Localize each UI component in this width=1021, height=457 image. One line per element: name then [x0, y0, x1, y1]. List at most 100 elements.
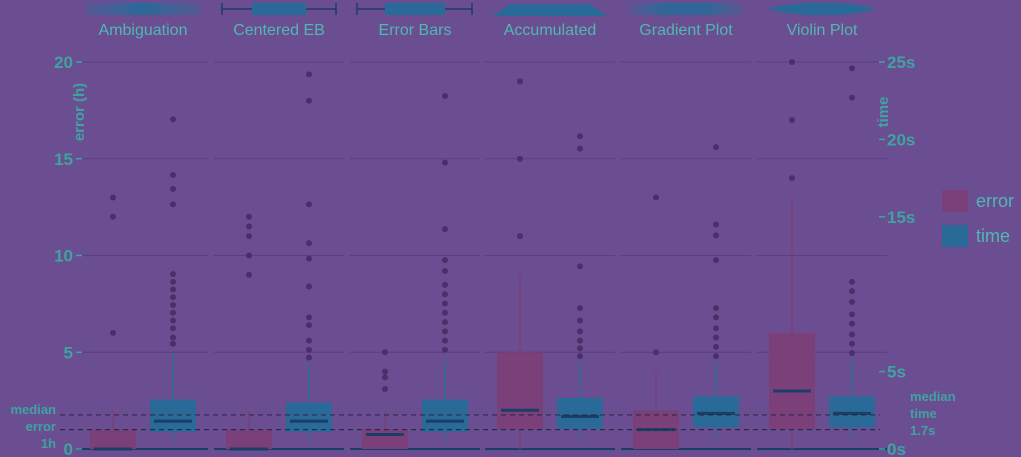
outlier-point [577, 345, 583, 352]
axes: 0 5 10 15 20 error (h) 0s 5s 15s 20s 25s time [54, 53, 915, 457]
icon-part [629, 3, 743, 15]
legend-swatch-error [942, 190, 968, 212]
outlier-point [170, 309, 176, 316]
outlier-point [170, 317, 176, 324]
box-iqr [769, 332, 815, 430]
outlier-point [577, 133, 583, 140]
outlier-point [849, 331, 855, 338]
right-tick-label: 15s [887, 208, 915, 227]
outlier-point [442, 226, 448, 233]
error-box [633, 194, 679, 449]
outlier-point [442, 319, 448, 326]
outlier-point [849, 288, 855, 295]
right-tick-label: 5s [887, 363, 906, 382]
box-iqr [362, 429, 408, 449]
outlier-point [713, 314, 719, 321]
outlier-point [577, 317, 583, 324]
outlier-point [849, 278, 855, 285]
outlier-point [849, 340, 855, 347]
outlier-point [170, 201, 176, 208]
left-axis-title: error (h) [71, 83, 88, 141]
boxes [90, 59, 875, 451]
outlier-point [442, 267, 448, 274]
outlier-point [306, 346, 312, 353]
icon-part [768, 2, 876, 16]
reference-label: median [10, 402, 56, 417]
outlier-point [713, 325, 719, 332]
outlier-point [849, 350, 855, 357]
outlier-point [170, 340, 176, 347]
error-box [362, 349, 408, 449]
outlier-point [713, 221, 719, 228]
legend-label-error: error [976, 191, 1014, 211]
outlier-point [442, 337, 448, 344]
outlier-point [849, 94, 855, 101]
icon-part [493, 4, 607, 16]
outlier-point [789, 59, 795, 65]
box-iqr [557, 397, 603, 429]
accumulated-shape-icon [493, 4, 607, 16]
outlier-point [653, 349, 659, 356]
outlier-point [170, 325, 176, 332]
outlier-point [442, 346, 448, 353]
reference-label: time [910, 406, 937, 421]
icon-part [252, 3, 306, 15]
error-box [226, 213, 272, 451]
centered-error-bar-icon [221, 3, 337, 15]
outlier-point [306, 255, 312, 262]
outlier-point [789, 175, 795, 182]
outlier-point [653, 194, 659, 201]
box-iqr [829, 396, 875, 428]
outlier-point [170, 334, 176, 341]
outlier-point [577, 145, 583, 152]
left-tick-label: 10 [54, 247, 73, 266]
outlier-point [382, 374, 388, 381]
legend: error time [942, 190, 1014, 247]
outlier-point [713, 144, 719, 151]
reference-label: 1h [41, 436, 56, 451]
category-label: Violin Plot [787, 22, 858, 39]
category-label: Ambiguation [99, 22, 188, 39]
outlier-point [306, 322, 312, 329]
right-tick-label: 25s [887, 53, 915, 72]
outlier-point [170, 271, 176, 278]
legend-label-time: time [976, 226, 1010, 246]
outlier-point [713, 334, 719, 341]
reference-label: error [26, 419, 56, 434]
left-tick-label: 5 [64, 343, 73, 362]
box-iqr [497, 352, 543, 430]
time-box [150, 116, 196, 440]
outlier-point [517, 155, 523, 162]
error-bar-icon [356, 3, 473, 15]
right-tick-label: 0s [887, 440, 906, 457]
outlier-point [442, 309, 448, 316]
outlier-point [713, 257, 719, 264]
outlier-point [577, 337, 583, 344]
reference-label: 1.7s [910, 423, 935, 438]
left-tick-label: 0 [64, 440, 73, 457]
outlier-point [442, 159, 448, 166]
gridlines [78, 61, 887, 450]
outlier-point [713, 305, 719, 312]
icon-part [385, 3, 445, 15]
outlier-point [110, 213, 116, 220]
category-label: Accumulated [504, 22, 597, 39]
right-axis-title: time [875, 97, 892, 128]
time-box [829, 65, 875, 440]
outlier-point [713, 232, 719, 239]
right-tick-label: 20s [887, 130, 915, 149]
time-box [557, 133, 603, 440]
outlier-point [306, 337, 312, 344]
time-box [693, 144, 739, 440]
error-box [769, 59, 815, 449]
outlier-point [442, 281, 448, 288]
box-iqr [422, 399, 468, 432]
outlier-point [170, 302, 176, 309]
box-iqr [693, 396, 739, 428]
outlier-point [382, 368, 388, 375]
category-label: Gradient Plot [639, 22, 733, 39]
outlier-point [306, 97, 312, 104]
outlier-point [517, 78, 523, 85]
outlier-point [849, 65, 855, 72]
outlier-point [442, 300, 448, 307]
